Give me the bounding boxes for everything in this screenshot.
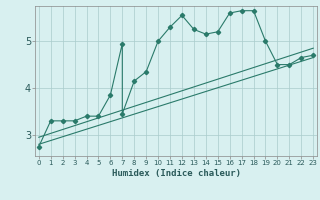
X-axis label: Humidex (Indice chaleur): Humidex (Indice chaleur) <box>111 169 241 178</box>
